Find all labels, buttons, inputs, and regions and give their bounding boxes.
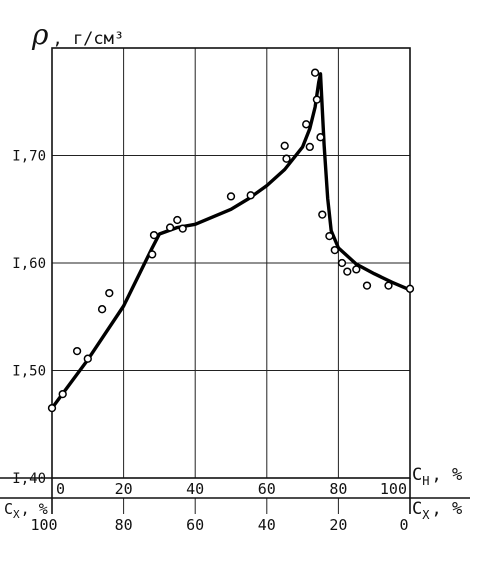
plot-frame xyxy=(0,47,470,514)
y-axis-unit: , г/см³ xyxy=(52,29,124,49)
data-point xyxy=(362,281,372,290)
top-tick-label: 40 xyxy=(186,480,204,498)
data-point xyxy=(312,95,322,104)
top-axis-subscript: Н xyxy=(422,474,429,488)
data-point xyxy=(148,250,157,259)
y-axis-label: ρ, г/см³ xyxy=(31,18,124,51)
data-point xyxy=(178,224,187,233)
data-point xyxy=(165,223,175,232)
bottom-axis-subscript: Х xyxy=(422,508,430,522)
data-point xyxy=(97,305,107,314)
bottom-axis-letter: C xyxy=(412,499,422,519)
bottom-tick-label: 20 xyxy=(329,516,347,534)
bottom-axis-left-letter: C xyxy=(4,500,13,518)
data-point xyxy=(58,389,67,399)
data-point xyxy=(330,245,339,255)
data-point xyxy=(282,154,291,163)
top-axis-label: CН, % xyxy=(412,465,462,488)
data-point xyxy=(280,141,289,150)
y-tick-label: I,70 xyxy=(12,149,46,165)
bottom-tick-label: 80 xyxy=(115,516,133,534)
data-point xyxy=(305,142,314,152)
data-point xyxy=(149,230,159,240)
data-point xyxy=(72,346,82,356)
plot-area-border xyxy=(51,47,411,479)
bottom-tick-label: 60 xyxy=(186,516,204,534)
data-point xyxy=(83,354,92,363)
data-point xyxy=(302,120,311,129)
data-point xyxy=(405,284,415,293)
y-tick-label: I,60 xyxy=(12,256,46,272)
top-tick-label: 100 xyxy=(380,480,407,498)
data-point xyxy=(246,191,255,200)
data-point xyxy=(173,215,182,225)
data-point xyxy=(343,267,352,276)
y-tick-label: I,40 xyxy=(12,471,46,487)
bottom-axis-left-subscript: Х xyxy=(13,508,20,521)
density-curve xyxy=(50,72,412,410)
bottom-axis-left-label: CХ, % xyxy=(4,500,48,521)
curve-series xyxy=(50,72,412,410)
data-point xyxy=(316,133,325,142)
bottom-tick-label: 100 xyxy=(30,516,57,534)
bottom-axis-label: CХ, % xyxy=(412,499,462,522)
data-point xyxy=(384,281,393,290)
bottom-tick-label: 40 xyxy=(258,516,276,534)
bottom-axis-tick-labels: 100 80 60 40 20 0 xyxy=(30,516,408,534)
bottom-axis-unit: , % xyxy=(431,499,462,519)
data-point xyxy=(310,68,320,77)
top-tick-label: 0 xyxy=(56,480,65,498)
bottom-tick-label: 0 xyxy=(399,516,408,534)
top-axis-tick-labels: 0 20 40 60 80 100 xyxy=(56,480,407,498)
top-axis-unit: , % xyxy=(431,465,462,485)
data-point xyxy=(47,403,57,413)
top-tick-label: 60 xyxy=(258,480,276,498)
y-tick-label: I,50 xyxy=(12,364,46,380)
top-tick-label: 20 xyxy=(115,480,133,498)
y-axis-symbol: ρ xyxy=(31,18,49,51)
data-point xyxy=(105,288,114,298)
data-point xyxy=(325,231,334,241)
top-axis-letter: C xyxy=(412,465,422,485)
data-point xyxy=(318,210,327,219)
grid xyxy=(52,48,410,514)
data-point xyxy=(352,265,361,274)
bottom-axis-left-unit: , % xyxy=(21,500,48,518)
y-tick-labels: I,40 I,50 I,60 I,70 xyxy=(12,149,46,488)
top-tick-label: 80 xyxy=(329,480,347,498)
data-point xyxy=(226,192,236,201)
data-points xyxy=(47,68,415,413)
data-point xyxy=(337,258,347,268)
